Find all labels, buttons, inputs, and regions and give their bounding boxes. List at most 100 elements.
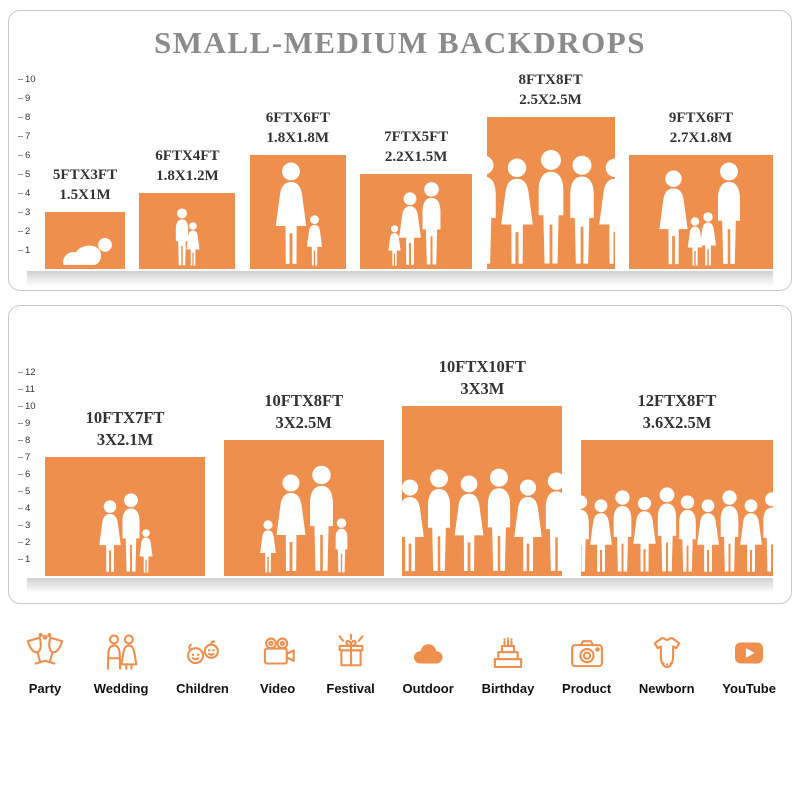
size-label-m: 2.2X1.5M <box>384 148 448 165</box>
category-label: Birthday <box>481 681 535 696</box>
woman-silhouette-icon <box>700 212 717 266</box>
backdrop-size-item: 12FTX8FT 3.6X2.5M <box>580 390 773 576</box>
size-label: 10FTX10FT 3X3M <box>439 356 526 399</box>
backdrop-box <box>139 193 236 269</box>
ruler-tick-label: 10 <box>18 400 36 412</box>
ruler-tick-label: 2 <box>18 225 30 237</box>
ruler-tick-label: 6 <box>18 149 30 161</box>
backdrop-box <box>249 155 346 269</box>
backdrop-size-item: 8FTX8FT 2.5X2.5M <box>486 71 615 269</box>
categories-row: Party Wedding Children Video Festival Outdoor… <box>8 604 792 696</box>
ruler-tick-label: 8 <box>18 434 30 446</box>
category-label: Wedding <box>93 681 149 696</box>
category-video: Video <box>257 632 299 696</box>
woman-silhouette-icon <box>633 496 657 572</box>
ruler-tick-label: 5 <box>18 485 30 497</box>
size-label-ft: 8FTX8FT <box>518 72 583 88</box>
woman-silhouette-icon <box>307 215 323 266</box>
backdrop-box <box>628 155 773 269</box>
category-label: Product <box>562 681 612 696</box>
ruler-tick-label: 11 <box>18 383 35 395</box>
category-wedding: Wedding <box>93 632 149 696</box>
man-silhouette-icon <box>487 468 510 571</box>
man-silhouette-icon <box>427 469 450 571</box>
size-label: 5FTX3FT 1.5X1M <box>53 166 117 205</box>
category-birthday: Birthday <box>481 632 535 696</box>
man-silhouette-icon <box>580 495 590 572</box>
backdrop-box <box>402 406 563 576</box>
size-label-ft: 6FTX6FT <box>265 110 330 126</box>
backdrop-size-item: 5FTX3FT 1.5X1M <box>45 166 125 269</box>
backdrop-size-item: 7FTX5FT 2.2X1.5M <box>360 128 473 269</box>
category-label: Children <box>176 681 229 696</box>
newborn-onesie-icon <box>646 632 688 674</box>
ruler: 1 2 3 4 5 6 7 8 9 10 <box>18 63 44 269</box>
woman-silhouette-icon <box>276 474 306 571</box>
size-label-m: 1.8X1.8M <box>266 129 330 146</box>
size-label-ft: 10FTX10FT <box>438 357 526 377</box>
size-label: 12FTX8FT 3.6X2.5M <box>638 390 717 433</box>
backdrop-box <box>360 174 473 269</box>
size-label-m: 3.6X2.5M <box>642 412 712 432</box>
ruler-tick-label: 9 <box>18 92 30 104</box>
festival-gift-icon <box>330 632 372 674</box>
size-label-m: 3X2.5M <box>275 412 332 432</box>
size-label-m: 1.5X1M <box>59 186 111 203</box>
man-silhouette-icon <box>658 487 677 572</box>
size-label-ft: 10FTX8FT <box>264 391 344 411</box>
man-silhouette-icon <box>614 490 632 572</box>
youtube-play-icon <box>728 632 770 674</box>
backdrop-size-item: 6FTX6FT 1.8X1.8M <box>249 109 346 269</box>
man-silhouette-icon <box>486 156 496 264</box>
woman-silhouette-icon <box>740 499 763 572</box>
category-youtube: YouTube <box>722 632 776 696</box>
woman-silhouette-icon <box>598 158 615 264</box>
category-festival: Festival <box>326 632 375 696</box>
size-label-ft: 7FTX5FT <box>384 129 449 145</box>
size-label-m: 2.7X1.8M <box>669 129 733 146</box>
man-silhouette-icon <box>545 472 563 571</box>
backdrop-size-item: 10FTX10FT 3X3M <box>402 356 563 576</box>
product-camera-icon <box>566 632 608 674</box>
category-label: Party <box>28 681 62 696</box>
ruler-tick-label: 8 <box>18 111 30 123</box>
small-medium-panel: SMALL-MEDIUM BACKDROPS 1 2 3 4 5 6 7 8 9 10 5FTX3… <box>8 10 792 291</box>
category-label: Newborn <box>638 681 695 696</box>
ruler-tick-label: 4 <box>18 502 30 514</box>
children-icon <box>182 632 224 674</box>
ruler-tick-label: 10 <box>18 73 36 85</box>
woman-silhouette-icon <box>688 217 703 266</box>
woman-silhouette-icon <box>500 158 533 264</box>
woman-silhouette-icon <box>99 500 121 572</box>
woman-silhouette-icon <box>590 499 613 572</box>
crawling-baby-silhouette-icon <box>63 238 112 265</box>
category-label: Video <box>260 681 296 696</box>
size-label: 6FTX4FT 1.8X1.2M <box>155 147 219 186</box>
category-children: Children <box>176 632 229 696</box>
man-silhouette-icon <box>718 162 741 264</box>
ruler-tick-label: 4 <box>18 187 30 199</box>
floor-shadow <box>27 271 773 286</box>
category-label: Festival <box>326 681 375 696</box>
ruler: 1 2 3 4 5 6 7 8 9 10 11 12 <box>18 328 44 576</box>
large-chart: 1 2 3 4 5 6 7 8 9 10 11 12 10FTX7FT 3X2.1M 10FTX8FT 3X… <box>15 328 785 576</box>
size-label-ft: 6FTX4FT <box>155 148 220 164</box>
man-silhouette-icon <box>538 149 563 264</box>
ruler-tick-label: 2 <box>18 536 30 548</box>
category-newborn: Newborn <box>639 632 695 696</box>
size-label-m: 2.5X2.5M <box>519 91 582 108</box>
category-label: Outdoor <box>402 681 454 696</box>
man-silhouette-icon <box>176 208 189 266</box>
size-label-ft: 12FTX8FT <box>637 391 717 411</box>
size-label: 10FTX7FT 3X2.1M <box>86 407 165 450</box>
category-label: YouTube <box>722 681 776 696</box>
size-label-m: 1.8X1.2M <box>156 167 219 184</box>
size-label-m: 3X3M <box>460 378 505 398</box>
woman-silhouette-icon <box>399 192 422 265</box>
birthday-cake-icon <box>487 632 529 674</box>
man-silhouette-icon <box>122 493 140 572</box>
woman-silhouette-icon <box>186 222 200 266</box>
page-title: SMALL-MEDIUM BACKDROPS <box>154 25 646 60</box>
man-silhouette-icon <box>309 465 333 571</box>
